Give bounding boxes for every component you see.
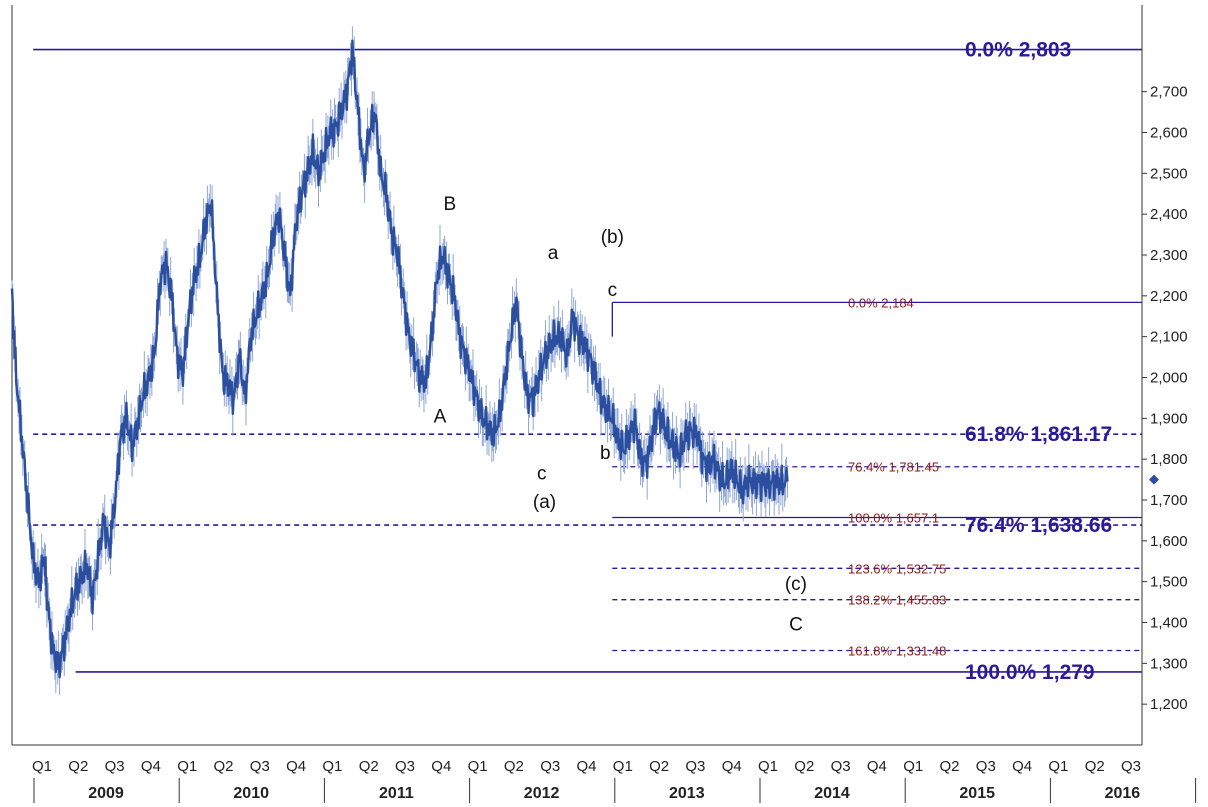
x-quarter-label: Q3 xyxy=(831,758,851,775)
price-series-line xyxy=(10,39,789,679)
fib-label-s1382: 138.2% 1,455.83 xyxy=(848,593,946,608)
y-tick-label: 1,700 xyxy=(1150,492,1188,509)
x-quarter-label: Q4 xyxy=(576,758,596,775)
wave-label: b xyxy=(600,443,611,464)
fib-labels-group: 0.0% 2,803 61.8% 1,861.17 76.4% 1,638.66 10… xyxy=(848,39,1112,684)
x-quarter-label: Q1 xyxy=(1048,758,1068,775)
y-tick-label: 2,000 xyxy=(1150,370,1188,387)
y-tick-label: 2,100 xyxy=(1150,329,1188,346)
x-quarter-label: Q2 xyxy=(1085,758,1105,775)
axes-group: 1,200 1,300 1,400 1,500 1,600 1,700 1,800 1,900… xyxy=(11,5,1197,803)
y-tick-label: 2,300 xyxy=(1150,247,1188,264)
x-quarter-label: Q3 xyxy=(540,758,560,775)
y-tick-label: 1,400 xyxy=(1150,615,1188,632)
x-quarter-label: Q3 xyxy=(976,758,996,775)
wave-label: (c) xyxy=(785,574,807,595)
x-quarter-label: Q2 xyxy=(649,758,669,775)
y-tick-label: 2,400 xyxy=(1150,206,1188,223)
x-quarter-label: Q1 xyxy=(322,758,342,775)
fib-label-s1618: 161.8% 1,331.48 xyxy=(848,643,946,658)
x-quarter-label: Q3 xyxy=(1121,758,1141,775)
x-quarter-label: Q3 xyxy=(105,758,125,775)
x-quarter-label: Q2 xyxy=(68,758,88,775)
price-series-group xyxy=(10,26,789,695)
y-tick-label: 1,500 xyxy=(1150,574,1188,591)
x-quarter-label: Q3 xyxy=(250,758,270,775)
y-tick-label: 1,900 xyxy=(1150,410,1188,427)
x-quarter-label: Q1 xyxy=(613,758,633,775)
y-tick-label: 2,700 xyxy=(1150,84,1188,101)
fib-lines-group xyxy=(33,48,1142,673)
x-quarter-label: Q4 xyxy=(1012,758,1032,775)
wave-label: A xyxy=(434,406,447,427)
x-quarter-label: Q4 xyxy=(722,758,742,775)
x-quarter-label: Q4 xyxy=(286,758,306,775)
x-year-label: 2011 xyxy=(379,785,414,802)
y-tick-label: 1,200 xyxy=(1150,696,1188,713)
x-quarter-label: Q1 xyxy=(177,758,197,775)
x-year-label: 2012 xyxy=(524,785,560,802)
wave-label: B xyxy=(444,194,457,215)
x-quarter-label: Q1 xyxy=(32,758,52,775)
x-year-label: 2010 xyxy=(233,785,269,802)
x-year-label: 2013 xyxy=(669,785,705,802)
x-quarter-label: Q3 xyxy=(395,758,415,775)
wave-label: (b) xyxy=(601,227,624,248)
current-price-marker xyxy=(1149,474,1159,485)
wave-label: a xyxy=(548,243,559,264)
fib-label-s100: 100.0% 1,657.1 xyxy=(848,511,939,526)
wave-label: c xyxy=(608,280,618,301)
y-tick-label: 2,600 xyxy=(1150,125,1188,142)
y-tick-label: 1,800 xyxy=(1150,451,1188,468)
y-tick-label: 2,500 xyxy=(1150,165,1188,182)
x-year-label: 2009 xyxy=(88,785,124,802)
x-quarter-label: Q2 xyxy=(939,758,959,775)
fib-label-f100: 100.0% 1,279 xyxy=(965,661,1095,684)
fib-label-s00: 0.0% 2,184 xyxy=(848,295,914,310)
fib-label-f618: 61.8% 1,861.17 xyxy=(965,423,1112,446)
x-quarter-label: Q4 xyxy=(141,758,161,775)
x-quarter-label: Q1 xyxy=(758,758,778,775)
y-tick-label: 1,300 xyxy=(1150,655,1188,672)
x-quarter-label: Q3 xyxy=(685,758,705,775)
x-year-label: 2016 xyxy=(1105,785,1141,802)
fib-label-s1236: 123.6% 1,532.75 xyxy=(848,561,946,576)
x-quarter-label: Q1 xyxy=(468,758,488,775)
x-quarter-label: Q2 xyxy=(359,758,379,775)
x-quarter-label: Q4 xyxy=(431,758,451,775)
x-quarter-label: Q1 xyxy=(903,758,923,775)
x-quarter-label: Q2 xyxy=(213,758,233,775)
x-quarter-label: Q4 xyxy=(867,758,887,775)
y-tick-label: 1,600 xyxy=(1150,533,1188,550)
fib-label-f00: 0.0% 2,803 xyxy=(965,39,1071,62)
x-quarter-label: Q2 xyxy=(794,758,814,775)
x-quarter-label: Q2 xyxy=(504,758,524,775)
y-tick-label: 2,200 xyxy=(1150,288,1188,305)
x-year-label: 2015 xyxy=(959,785,995,802)
x-year-label: 2014 xyxy=(814,785,850,802)
fib-label-s764: 76.4% 1,781.45 xyxy=(848,460,939,475)
wave-label: c xyxy=(537,464,547,485)
wave-label: (a) xyxy=(533,492,556,513)
wave-label: C xyxy=(789,615,803,636)
fib-label-f764: 76.4% 1,638.66 xyxy=(965,514,1112,537)
annotations-group: B Aa (b) c b c (a) (c) C xyxy=(434,194,1159,636)
